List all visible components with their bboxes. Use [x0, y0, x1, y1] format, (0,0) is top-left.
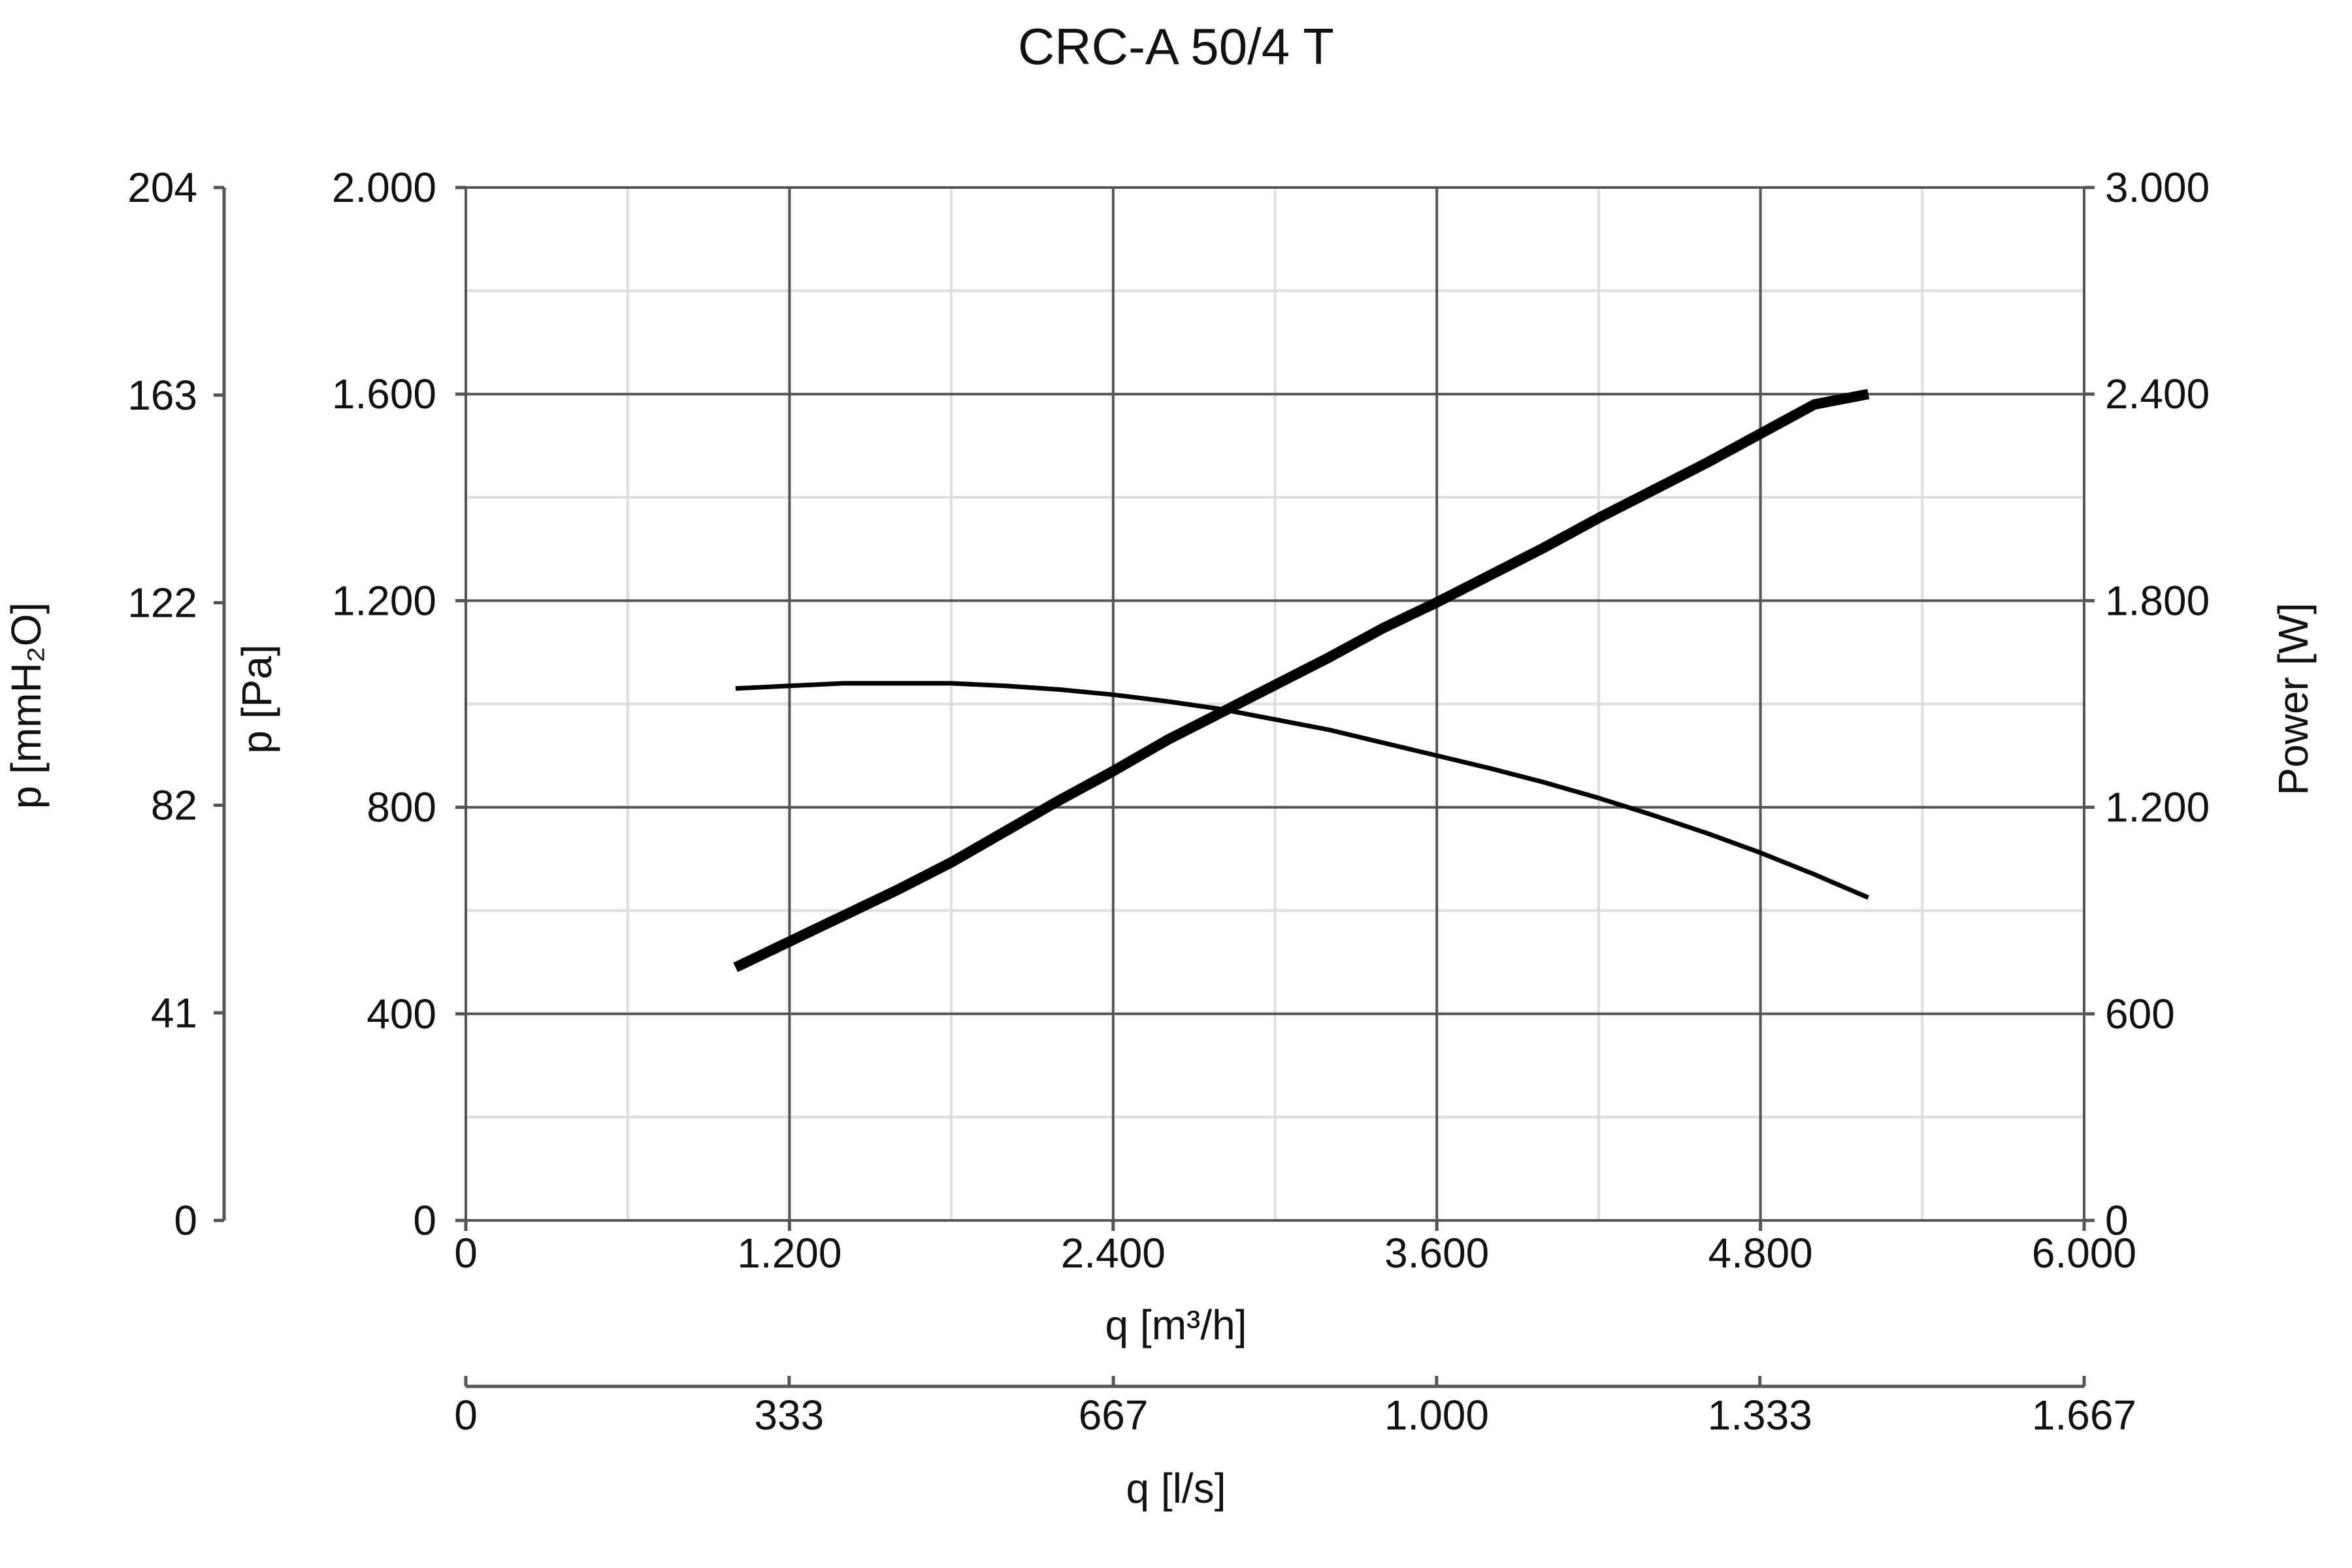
- chart-title: CRC-A 50/4 T: [1018, 18, 1334, 75]
- x2-tick-label: 1.333: [1708, 1392, 1812, 1439]
- x-tick-label: 0: [454, 1230, 478, 1277]
- y-tick-label: 0: [413, 1197, 436, 1244]
- pressure-curve: [735, 681, 1870, 900]
- y2-tick-label: 1.800: [2105, 577, 2210, 624]
- x2-tick-label: 0: [454, 1392, 478, 1439]
- y2-tick-label: 3.000: [2105, 164, 2210, 211]
- x2-tick-label: 333: [754, 1392, 824, 1439]
- y2-tick-label: 2.400: [2105, 370, 2210, 417]
- outer-y-tick-label: 204: [127, 164, 197, 211]
- y-tick-label: 2.000: [332, 164, 436, 211]
- x-tick-label: 6.000: [2032, 1230, 2136, 1277]
- minor-grid: [466, 188, 2084, 1220]
- x2-tick-label: 667: [1079, 1392, 1149, 1439]
- x-tick-label: 1.200: [737, 1230, 841, 1277]
- y-tick-label: 800: [367, 784, 436, 831]
- x-axis-label: q [m³/h]: [1105, 1301, 1247, 1348]
- major-grid: [465, 186, 2085, 1222]
- y-tick-label: 1.200: [332, 577, 436, 624]
- x2-tick-label: 1.000: [1384, 1392, 1489, 1439]
- outer-y-tick-label: 122: [127, 580, 197, 627]
- x2-tick-label: 1.667: [2032, 1392, 2136, 1439]
- y-left-outer-axis-label: p [mmH₂O]: [3, 602, 50, 809]
- x-tick-label: 3.600: [1384, 1230, 1489, 1277]
- axes: [214, 186, 2095, 1388]
- curves: [733, 389, 1870, 972]
- outer-y-tick-label: 0: [174, 1197, 197, 1244]
- x-tick-label: 4.800: [1708, 1230, 1813, 1277]
- y2-tick-label: 0: [2105, 1197, 2129, 1244]
- y2-tick-label: 1.200: [2105, 784, 2210, 831]
- y-tick-label: 400: [367, 990, 436, 1037]
- outer-y-tick-label: 41: [151, 989, 197, 1036]
- outer-y-tick-label: 82: [151, 782, 197, 829]
- y2-axis-label: Power [W]: [2270, 602, 2317, 795]
- power-curve: [733, 389, 1870, 972]
- x2-axis-label: q [l/s]: [1126, 1465, 1226, 1512]
- x-tick-label: 2.400: [1061, 1230, 1166, 1277]
- y-tick-label: 1.600: [332, 370, 436, 417]
- y-axis-label: p [Pa]: [233, 644, 280, 753]
- y2-tick-label: 600: [2105, 990, 2175, 1037]
- outer-y-tick-label: 163: [127, 372, 197, 419]
